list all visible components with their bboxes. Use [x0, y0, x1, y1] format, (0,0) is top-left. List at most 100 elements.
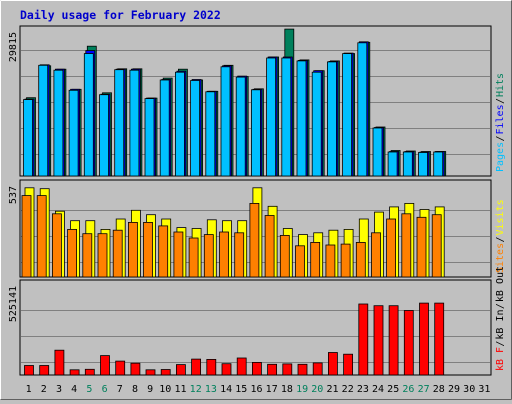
bar-kb-f-day-28 — [434, 302, 445, 376]
day-label-1: 1 — [26, 384, 32, 395]
bar-pages-day-22 — [342, 53, 353, 177]
bar-kb-f-day-12 — [191, 358, 202, 376]
bar-pages-day-13 — [205, 91, 216, 177]
bar-sites-day-11 — [173, 231, 184, 278]
day-label-22: 22 — [342, 384, 354, 395]
bar-sites-day-4 — [67, 228, 77, 278]
bar-kb-f-day-6 — [100, 355, 110, 376]
day-label-25: 25 — [387, 384, 399, 395]
bar-sites-day-27 — [416, 216, 427, 278]
bar-kb-f-day-18 — [282, 363, 293, 376]
panel-top-max-label: 29815 — [8, 32, 19, 62]
bar-kb-f-day-15 — [236, 357, 247, 376]
bar-kb-f-day-13 — [206, 358, 217, 376]
bar-pages-day-12 — [190, 80, 201, 177]
day-label-24: 24 — [372, 384, 384, 395]
bar-kb-f-day-24 — [373, 305, 384, 376]
bar-pages-day-4 — [68, 89, 79, 177]
bar-pages-day-21 — [326, 61, 337, 177]
bar-sites-day-15 — [234, 232, 245, 278]
bar-kb-f-day-17 — [267, 363, 278, 376]
chart-title: Daily usage for February 2022 — [20, 8, 221, 22]
bar-sites-day-12 — [188, 237, 199, 278]
bar-pages-day-2 — [38, 64, 49, 177]
day-label-28: 28 — [433, 384, 445, 395]
day-label-13: 13 — [205, 384, 217, 395]
bar-sites-day-1 — [21, 195, 32, 278]
bar-sites-day-28 — [431, 214, 442, 278]
bar-sites-day-25 — [386, 218, 397, 278]
bar-sites-day-2 — [36, 195, 47, 278]
bar-pages-day-26 — [402, 151, 413, 177]
day-label-8: 8 — [132, 384, 138, 395]
bar-pages-day-18 — [281, 57, 292, 177]
bar-pages-day-17 — [266, 57, 277, 177]
bar-sites-day-14 — [219, 231, 229, 278]
bar-sites-day-21 — [325, 244, 336, 278]
legend-hits: Hits — [495, 73, 506, 97]
bar-sites-day-18 — [279, 234, 290, 278]
bar-kb-f-day-19 — [297, 363, 308, 376]
bar-kb-f-day-16 — [251, 361, 262, 376]
bar-kb-f-day-26 — [403, 310, 414, 376]
legend-visits: Visits — [495, 199, 506, 235]
legend-separator: / — [495, 303, 506, 309]
bar-sites-day-17 — [264, 215, 275, 278]
legend-pages: Pages — [495, 142, 506, 172]
bar-pages-day-15 — [235, 76, 246, 177]
bar-pages-day-20 — [311, 71, 322, 177]
bar-kb-f-day-7 — [115, 360, 126, 376]
day-label-11: 11 — [174, 384, 186, 395]
bar-kb-f-day-23 — [358, 303, 369, 376]
day-label-9: 9 — [147, 384, 153, 395]
bar-pages-day-11 — [174, 71, 185, 177]
day-label-19: 19 — [296, 384, 308, 395]
bar-kb-f-day-4 — [69, 369, 80, 376]
legend-kb-out: kB Out — [495, 266, 506, 302]
day-label-26: 26 — [402, 384, 414, 395]
bar-pages-day-5 — [83, 53, 94, 177]
day-label-21: 21 — [326, 384, 338, 395]
bar-sites-day-7 — [112, 229, 123, 278]
day-label-15: 15 — [235, 384, 247, 395]
day-label-14: 14 — [220, 384, 232, 395]
legend-kb-f: kB F — [495, 347, 506, 371]
day-label-20: 20 — [311, 384, 323, 395]
bar-pages-day-25 — [387, 151, 398, 177]
day-label-29: 29 — [448, 384, 460, 395]
bar-pages-day-24 — [372, 127, 383, 177]
bar-pages-day-10 — [159, 79, 170, 177]
day-label-30: 30 — [463, 384, 475, 395]
bar-kb-f-day-20 — [312, 362, 323, 376]
bar-pages-day-1 — [23, 99, 33, 177]
day-label-27: 27 — [418, 384, 430, 395]
bar-kb-f-day-1 — [24, 365, 34, 376]
bar-pages-day-8 — [129, 69, 140, 177]
bar-sites-day-13 — [203, 234, 214, 278]
bar-pages-day-27 — [418, 152, 428, 177]
bar-sites-day-20 — [310, 241, 321, 278]
panel-middle-max-label: 537 — [8, 186, 19, 204]
legend-separator: / — [495, 236, 506, 242]
legend-separator: / — [495, 341, 506, 347]
bar-kb-f-day-11 — [175, 364, 186, 376]
day-label-7: 7 — [117, 384, 123, 395]
bar-pages-day-14 — [220, 66, 231, 177]
day-label-4: 4 — [71, 384, 77, 395]
day-label-10: 10 — [159, 384, 171, 395]
bar-sites-day-23 — [355, 241, 366, 278]
bar-kb-f-day-27 — [419, 302, 429, 376]
bar-pages-day-19 — [296, 60, 307, 177]
bar-kb-f-day-2 — [39, 365, 50, 376]
bar-sites-day-19 — [295, 245, 305, 278]
legend-separator: / — [495, 98, 506, 104]
legend-kb-in: kB In — [495, 309, 506, 339]
bar-sites-day-3 — [52, 213, 62, 278]
bar-kb-f-day-25 — [388, 305, 399, 376]
day-label-31: 31 — [478, 384, 490, 395]
bar-kb-f-day-8 — [130, 362, 141, 376]
bar-sites-day-10 — [158, 225, 169, 278]
bar-sites-day-5 — [82, 233, 93, 278]
